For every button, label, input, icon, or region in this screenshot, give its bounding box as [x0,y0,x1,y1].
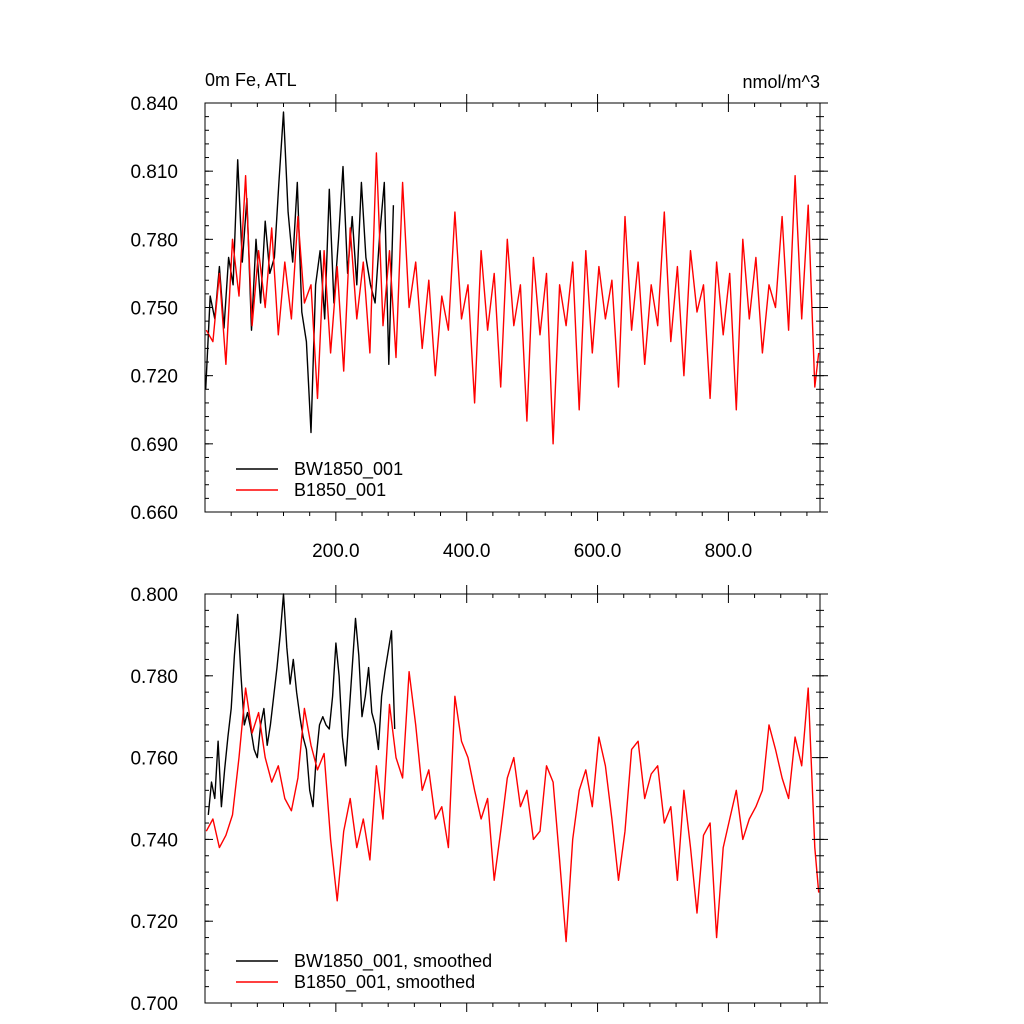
bottom-axis-ticks: 0.700 0.720 0.740 0.760 0.780 0.800 [130,585,828,1015]
top-series-line-0 [205,111,395,434]
top-axis-ticks: 0.660 0.690 0.720 0.750 0.780 0.810 0.840 200.0… [130,94,828,562]
bottom-ytick-label: 0.740 [130,830,178,851]
bottom-plot-frame [204,593,821,1004]
top-ytick-label: 0.750 [130,299,178,320]
bottom-ytick-label: 0.760 [130,749,178,770]
bottom-series-line-0 [207,593,396,815]
top-ytick-label: 0.810 [130,162,178,183]
top-xtick-label: 800.0 [705,541,753,562]
bottom-ytick-label: 0.780 [130,667,178,688]
top-plot-area [205,111,820,445]
bottom-legend-label-bw1850: BW1850_001, smoothed [294,951,492,972]
bottom-panel: 0.700 0.720 0.740 0.760 0.780 0.800 BW1850_00… [130,585,828,1015]
bottom-ytick-label: 0.800 [130,585,178,606]
top-xtick-label: 600.0 [574,541,622,562]
top-ytick-label: 0.780 [130,230,178,251]
top-panel-title: 0m Fe, ATL [205,70,297,90]
top-ytick-label: 0.690 [130,435,178,456]
bottom-legend-label-b1850: B1850_001, smoothed [294,972,475,993]
bottom-ytick-label: 0.700 [130,994,178,1015]
top-panel: 0m Fe, ATL nmol/m^3 0.660 0.690 0.720 0.750… [130,70,828,562]
top-legend-label-bw1850: BW1850_001 [294,459,403,480]
top-ytick-label: 0.840 [130,94,178,115]
top-xtick-label: 400.0 [443,541,491,562]
top-panel-units: nmol/m^3 [743,72,820,92]
top-ytick-label: 0.720 [130,367,178,388]
top-ytick-label: 0.660 [130,503,178,524]
top-series-line-1 [205,152,820,445]
bottom-legend: BW1850_001, smoothed B1850_001, smoothed [236,951,492,993]
top-xtick-label: 200.0 [312,541,360,562]
top-legend: BW1850_001 B1850_001 [236,459,403,501]
bottom-ytick-label: 0.720 [130,912,178,933]
bottom-plot-area [205,593,820,943]
bottom-series-line-1 [205,671,820,943]
top-legend-label-b1850: B1850_001 [294,480,386,501]
